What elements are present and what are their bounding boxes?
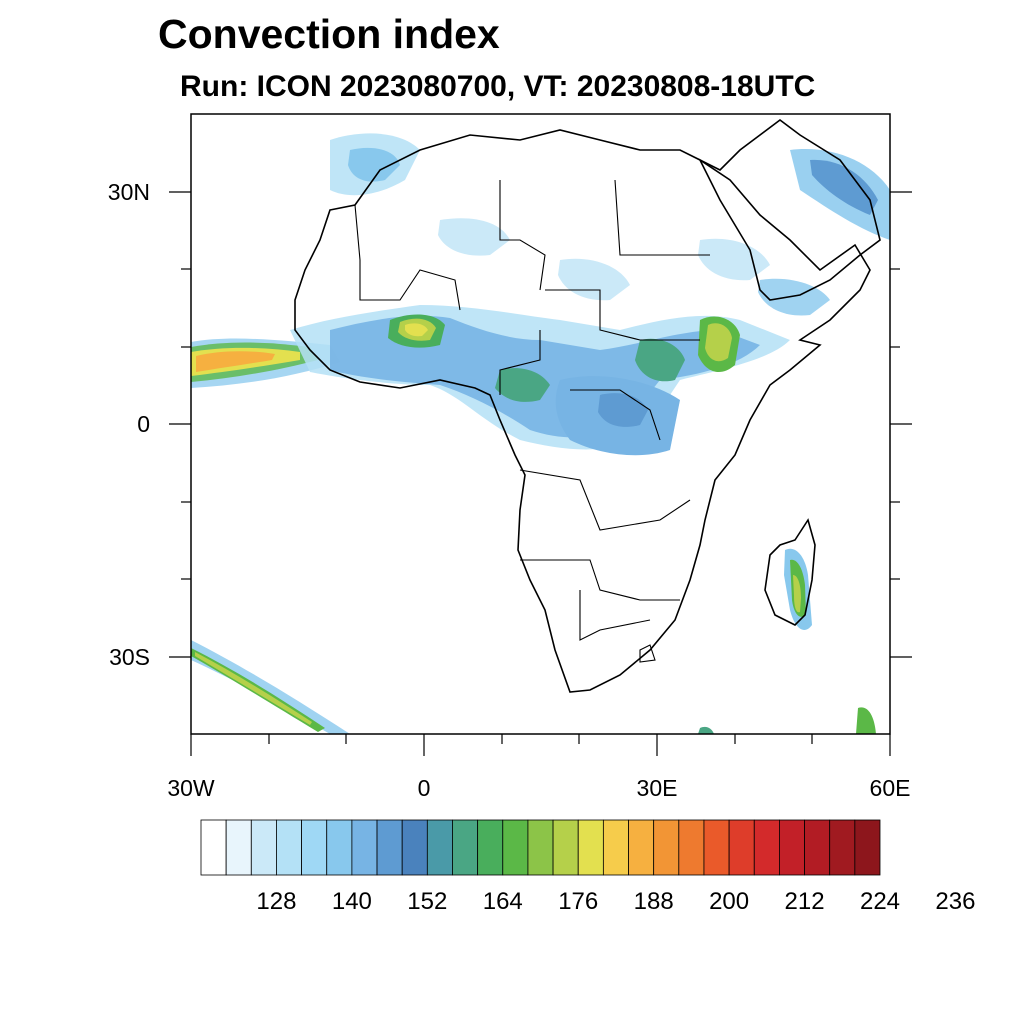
- colorbar-tick-label: 212: [784, 888, 825, 915]
- colorbar-swatch: [804, 819, 831, 876]
- colorbar-tick-label: 200: [709, 888, 750, 915]
- map-title: Convection index: [158, 11, 500, 57]
- lat-label-30n: 30N: [107, 179, 150, 205]
- colorbar-tick-label: 188: [633, 888, 674, 915]
- colorbar-swatch: [426, 819, 453, 876]
- colorbar-swatch: [829, 819, 856, 876]
- axis-ticks: [169, 191, 912, 756]
- colorbar-swatch: [703, 819, 730, 876]
- lon-label-60e: 60E: [869, 775, 911, 801]
- colorbar-swatch: [602, 819, 629, 876]
- colorbar-tick-label: 176: [558, 888, 599, 915]
- colorbar-swatch: [502, 819, 529, 876]
- borders: [354, 179, 710, 663]
- colorbar-swatch: [250, 819, 277, 876]
- colorbar-swatch: [779, 819, 805, 876]
- colorbar-swatch: [225, 819, 252, 876]
- colorbar-swatch: [351, 819, 378, 876]
- colorbar-swatch: [577, 819, 604, 876]
- colorbar-swatch: [477, 819, 504, 876]
- colorbar-swatch: [527, 819, 554, 876]
- colorbar-tick-label: 152: [407, 888, 448, 915]
- convection-field: [191, 133, 890, 734]
- colorbar: [200, 819, 881, 876]
- colorbar-swatch: [753, 819, 780, 876]
- coastlines: [294, 119, 881, 693]
- lon-label-30w: 30W: [167, 775, 215, 801]
- colorbar-swatch: [452, 819, 479, 876]
- lat-label-30s: 30S: [109, 644, 150, 670]
- colorbar-swatch: [854, 819, 881, 876]
- colorbar-tick-label: 236: [935, 888, 976, 915]
- colorbar-tick-label: 128: [256, 888, 297, 915]
- colorbar-swatch: [628, 819, 655, 876]
- colorbar-swatch: [401, 819, 428, 876]
- colorbar-swatch: [200, 819, 227, 876]
- colorbar-swatch: [653, 819, 680, 876]
- map-subtitle: Run: ICON 2023080700, VT: 20230808-18UTC: [180, 70, 816, 103]
- lon-label-0: 0: [417, 775, 431, 801]
- colorbar-swatch: [326, 819, 353, 876]
- lon-label-30e: 30E: [636, 775, 678, 801]
- lat-label-0: 0: [137, 411, 150, 437]
- colorbar-tick-label: 140: [331, 888, 372, 915]
- colorbar-swatch: [728, 819, 755, 876]
- colorbar-tick-label: 164: [482, 888, 523, 915]
- colorbar-swatch: [552, 819, 579, 876]
- colorbar-swatch: [376, 819, 403, 876]
- colorbar-swatch: [678, 819, 705, 876]
- colorbar-swatch: [276, 819, 302, 876]
- colorbar-swatch: [301, 819, 328, 876]
- colorbar-tick-label: 224: [859, 888, 901, 915]
